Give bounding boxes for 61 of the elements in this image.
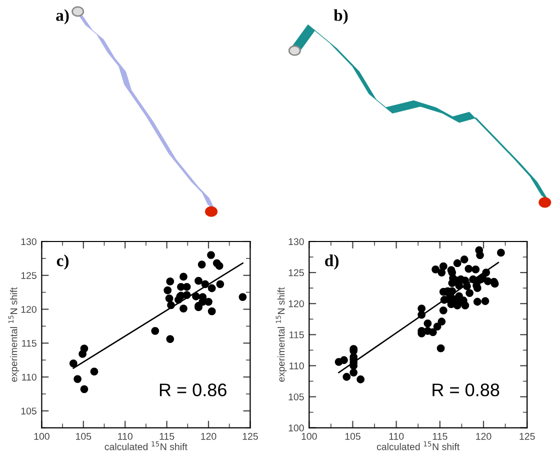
y-tick-label: 130 [21,238,36,246]
y-tick-label: 115 [290,331,304,338]
x-tick-label: 125 [520,432,535,440]
x-axis-title: calculated $^{15}$N shift [104,441,188,450]
text: c) [56,254,69,270]
point [215,262,224,270]
point [90,368,98,376]
point [166,335,174,344]
y-tick-label: 105 [21,408,36,414]
annotation: R = 0.88 [432,384,500,396]
text: a) [56,9,69,24]
point [201,280,210,288]
point [69,359,78,368]
y-tick-label: 125 [21,272,36,279]
x-tick-label: 105 [76,432,92,440]
text: d) [325,254,338,270]
x-tick-label: 125 [242,432,258,440]
point [80,344,88,352]
point [204,298,212,306]
point [80,385,88,394]
x-tick-label: 120 [476,432,492,440]
annotation: R = 0.86 [160,384,226,396]
text: b) [334,9,348,24]
y-tick-label: 130 [288,238,304,246]
x-axis-title: calculated $^{15}$N shift [376,441,460,450]
y-tick-label: 125 [288,269,304,276]
point [182,291,191,299]
x-tick-label: 105 [345,432,360,440]
x-tick-label: 115 [160,433,174,440]
y-tick-label: 100 [288,424,304,432]
y-tick-label: 120 [288,300,304,308]
point [74,375,82,383]
point [165,294,174,302]
point [164,286,172,294]
y-tick-label: 120 [21,306,36,313]
point [238,293,247,302]
point [216,280,224,288]
y-tick-label: 115 [22,340,36,347]
x-tick-label: 100 [302,432,317,440]
point [166,278,174,286]
y-tick-label: 105 [288,393,304,400]
y-tick-label: 110 [22,374,36,381]
x-tick-label: 110 [118,432,132,440]
x-tick-label: 115 [432,433,448,440]
point [151,326,160,335]
point [180,304,188,313]
point [208,307,216,316]
point [208,284,216,292]
y-tick-label: 110 [290,362,304,370]
point [182,282,191,291]
x-tick-label: 120 [201,432,216,440]
point [167,301,175,310]
point [180,272,188,281]
y-axis-title: experimental $^{15}$N shift [8,287,20,382]
point [207,251,215,259]
point [194,276,202,285]
point [192,292,200,300]
y-axis-title: experimental $^{15}$N shift [276,287,287,382]
x-tick-label: 110 [389,432,404,440]
point [198,260,206,268]
x-tick-label: 100 [34,432,50,440]
